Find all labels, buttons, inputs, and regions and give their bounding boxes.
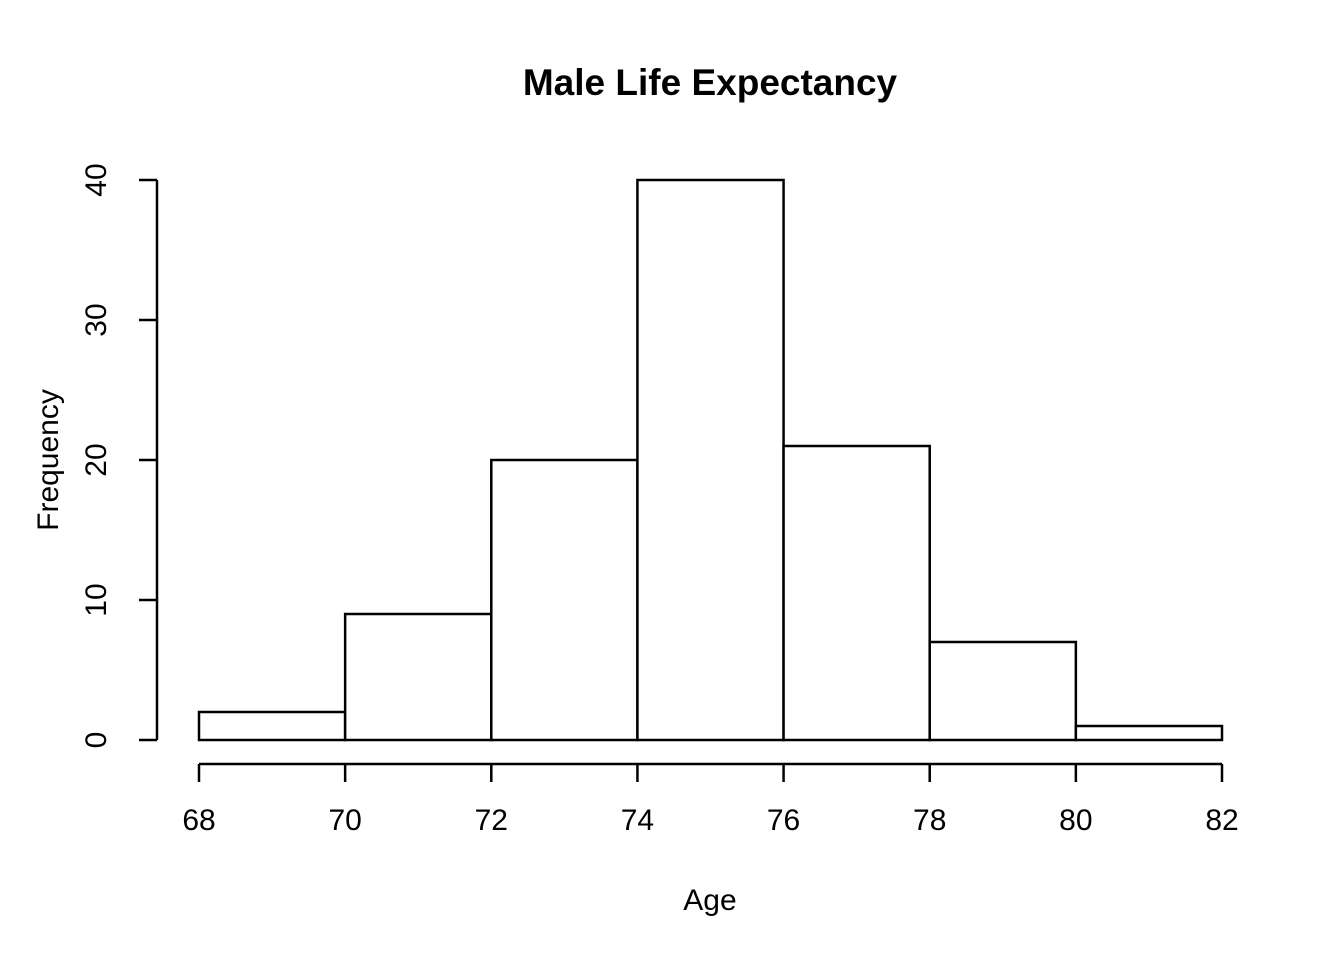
x-axis-title: Age xyxy=(683,884,736,917)
x-tick-label: 70 xyxy=(328,804,361,837)
x-axis: 68 70 72 74 76 78 80 82 xyxy=(182,762,1239,837)
histogram-bar xyxy=(197,710,347,742)
y-tick-label: 0 xyxy=(80,732,113,749)
y-tick-label: 20 xyxy=(80,443,113,476)
chart-title: Male Life Expectancy xyxy=(523,62,898,103)
y-tick-label: 10 xyxy=(80,583,113,616)
x-tick-label: 80 xyxy=(1059,804,1092,837)
x-tick-label: 82 xyxy=(1205,804,1238,837)
x-tick-label: 76 xyxy=(767,804,800,837)
x-tick-label: 78 xyxy=(913,804,946,837)
histogram-bar xyxy=(928,640,1078,742)
y-tick-label: 30 xyxy=(80,303,113,336)
y-axis-title: Frequency xyxy=(32,389,65,531)
y-tick-label: 40 xyxy=(80,163,113,196)
y-axis: 0 10 20 30 40 xyxy=(80,163,159,749)
histogram-bar xyxy=(636,178,785,742)
histogram-bar xyxy=(490,458,639,742)
bars-group xyxy=(197,178,1224,742)
x-tick-label: 74 xyxy=(621,804,654,837)
histogram-bar xyxy=(782,444,931,742)
histogram-bar xyxy=(343,612,493,742)
x-tick-label: 68 xyxy=(182,804,215,837)
histogram-bar xyxy=(1074,724,1224,742)
x-tick-label: 72 xyxy=(475,804,508,837)
